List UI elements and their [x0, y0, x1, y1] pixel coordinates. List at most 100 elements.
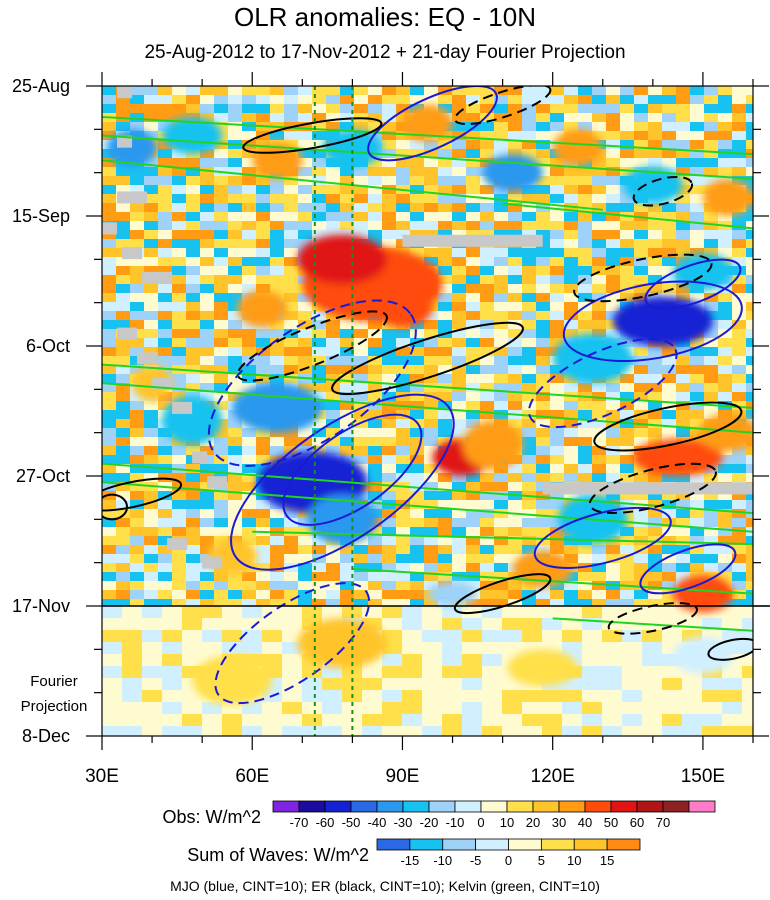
texture-cell	[606, 158, 621, 168]
texture-cell	[620, 86, 635, 96]
texture-cell	[200, 392, 215, 402]
legend-footer: MJO (blue, CINT=10); ER (black, CINT=10)…	[170, 878, 600, 894]
texture-cell	[186, 239, 201, 249]
texture-cell	[362, 726, 383, 736]
texture-cell	[536, 320, 551, 330]
texture-cell	[634, 473, 649, 483]
texture-cell	[422, 618, 443, 631]
texture-cell	[746, 158, 753, 168]
texture-cell	[508, 356, 523, 366]
texture-cell	[402, 678, 423, 691]
texture-cell	[102, 726, 123, 736]
texture-cell	[564, 536, 579, 546]
texture-cell	[182, 690, 203, 703]
texture-cell	[508, 221, 523, 231]
texture-cell	[340, 545, 355, 555]
texture-cell	[536, 509, 551, 519]
texture-cell	[242, 618, 263, 631]
texture-cell	[302, 726, 323, 736]
texture-cell	[144, 527, 159, 537]
texture-cell	[522, 140, 537, 150]
texture-cell	[312, 122, 327, 132]
texture-cell	[340, 581, 355, 591]
texture-cell	[562, 642, 583, 655]
texture-cell	[142, 702, 163, 715]
texture-cell	[422, 642, 443, 655]
texture-cell	[144, 536, 159, 546]
texture-cell	[718, 104, 733, 114]
texture-cell	[116, 293, 131, 303]
texture-cell	[410, 221, 425, 231]
texture-cell	[522, 599, 537, 609]
texture-cell	[662, 500, 677, 510]
texture-cell	[326, 338, 341, 348]
texture-cell	[214, 356, 229, 366]
texture-cell	[676, 527, 691, 537]
texture-cell	[214, 329, 229, 339]
texture-cell	[130, 572, 145, 582]
texture-cell	[522, 257, 537, 267]
texture-cell	[172, 248, 187, 258]
texture-cell	[662, 239, 677, 249]
texture-cell	[466, 149, 481, 159]
texture-cell	[200, 302, 215, 312]
missing-data-cell	[122, 247, 143, 260]
texture-cell	[578, 428, 593, 438]
texture-cell	[340, 392, 355, 402]
texture-cell	[466, 527, 481, 537]
texture-cell	[382, 329, 397, 339]
texture-cell	[242, 446, 257, 456]
texture-cell	[102, 275, 117, 285]
texture-cell	[746, 311, 753, 321]
texture-cell	[214, 527, 229, 537]
texture-cell	[592, 446, 607, 456]
texture-cell	[676, 392, 691, 402]
texture-cell	[592, 572, 607, 582]
er-contour	[242, 117, 383, 154]
texture-cell	[536, 473, 551, 483]
texture-cell	[214, 410, 229, 420]
colorbar-tick-label: -15	[400, 853, 419, 868]
texture-cell	[130, 554, 145, 564]
texture-cell	[662, 690, 683, 703]
texture-cell	[494, 266, 509, 276]
texture-cell	[606, 95, 621, 105]
texture-cell	[542, 690, 563, 703]
texture-cell	[502, 714, 523, 727]
texture-cell	[508, 545, 523, 555]
texture-cell	[228, 581, 243, 591]
er-contour	[453, 86, 552, 126]
colorbar-tick-label: -40	[368, 815, 387, 830]
texture-cell	[424, 203, 439, 213]
texture-cell	[256, 113, 271, 123]
texture-cell	[522, 221, 537, 231]
texture-cell	[690, 194, 705, 204]
texture-cell	[438, 500, 453, 510]
texture-cell	[256, 455, 271, 465]
anomaly-blob	[552, 129, 603, 167]
texture-cell	[438, 419, 453, 429]
texture-cell	[536, 167, 551, 177]
texture-cell	[424, 482, 439, 492]
texture-cell	[508, 149, 523, 159]
texture-cell	[662, 275, 677, 285]
texture-cell	[662, 374, 677, 384]
texture-cell	[676, 572, 691, 582]
texture-cell	[158, 572, 173, 582]
missing-data-cell	[192, 451, 208, 464]
texture-cell	[536, 428, 551, 438]
texture-cell	[452, 302, 467, 312]
texture-cell	[550, 446, 565, 456]
texture-cell	[410, 545, 425, 555]
texture-cell	[592, 284, 607, 294]
texture-cell	[340, 95, 355, 105]
texture-cell	[368, 122, 383, 132]
texture-cell	[102, 563, 117, 573]
missing-data-cell	[102, 222, 118, 235]
texture-cell	[242, 599, 257, 609]
texture-cell	[732, 572, 747, 582]
texture-cell	[602, 630, 623, 643]
texture-cell	[690, 509, 705, 519]
texture-cell	[130, 221, 145, 231]
texture-cell	[298, 563, 313, 573]
